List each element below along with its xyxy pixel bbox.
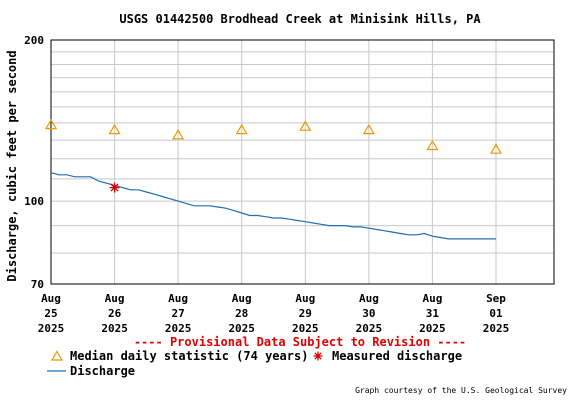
x-tick-label: Sep [486, 292, 506, 305]
asterisk-stroke [314, 352, 322, 360]
x-tick-label: 2025 [228, 322, 255, 335]
x-tick-label: 2025 [165, 322, 192, 335]
y-tick-label: 100 [24, 195, 44, 208]
discharge-line [50, 172, 496, 240]
x-tick-labels: Aug 25 2025 Aug 26 2025 Aug 27 2025 Aug 28 2025 Aug 2… [38, 292, 510, 335]
x-tick-label: Aug [168, 292, 188, 305]
series-layer [50, 172, 496, 240]
median-triangle-marker [172, 129, 185, 140]
y-tick-labels: 70 100 200 [24, 34, 44, 291]
x-tick-label: 30 [362, 307, 375, 320]
x-tick-label: Aug [422, 292, 442, 305]
median-triangle-marker [108, 123, 121, 135]
x-tick-label: 2025 [292, 322, 319, 335]
median-triangle-marker [44, 118, 58, 130]
measured-asterisk-marker [109, 182, 120, 193]
median-triangle-marker [362, 123, 375, 135]
legend-median-label: Median daily statistic (74 years) [70, 349, 308, 363]
x-tick-label: 31 [426, 307, 440, 320]
x-tick-label: 01 [489, 307, 503, 320]
legend-measured-label: Measured discharge [332, 349, 462, 363]
x-tick-label: Aug [232, 292, 252, 305]
median-triangle-marker [426, 139, 439, 151]
legend-triangle-icon [50, 350, 64, 361]
y-tick-label: 200 [24, 34, 44, 47]
x-tick-label: 28 [235, 307, 248, 320]
marker-layer [44, 118, 503, 193]
x-tick-label: 2025 [356, 322, 383, 335]
legend: Median daily statistic (74 years) Measure… [47, 349, 462, 378]
grid [50, 40, 554, 284]
plot-frame [50, 39, 555, 285]
x-tick-label: Aug [359, 292, 379, 305]
median-triangle-marker [489, 143, 503, 154]
x-tick-label: 25 [44, 307, 57, 320]
x-tick-label: Aug [295, 292, 315, 305]
median-triangle-marker [235, 123, 248, 135]
x-tick-label: 2025 [101, 322, 128, 335]
x-tick-label: 26 [108, 307, 122, 320]
provisional-notice: ---- Provisional Data Subject to Revisio… [134, 335, 466, 349]
x-tick-label: 27 [171, 307, 184, 320]
legend-asterisk-icon [313, 351, 323, 361]
x-tick-label: 2025 [38, 322, 65, 335]
x-tick-label: 2025 [419, 322, 446, 335]
x-tick-label: 2025 [483, 322, 510, 335]
x-tick-label: 29 [299, 307, 312, 320]
x-tick-label: Aug [105, 292, 125, 305]
asterisk-stroke [110, 183, 119, 192]
chart-title: USGS 01442500 Brodhead Creek at Minisink… [119, 12, 481, 26]
median-triangle-marker [299, 120, 312, 131]
legend-discharge-label: Discharge [70, 364, 135, 378]
x-tick-label: Aug [41, 292, 61, 305]
credit-text: Graph courtesy of the U.S. Geological Su… [355, 386, 567, 395]
y-tick-label: 70 [31, 278, 44, 291]
y-axis-label: Discharge, cubic feet per second [5, 50, 19, 281]
